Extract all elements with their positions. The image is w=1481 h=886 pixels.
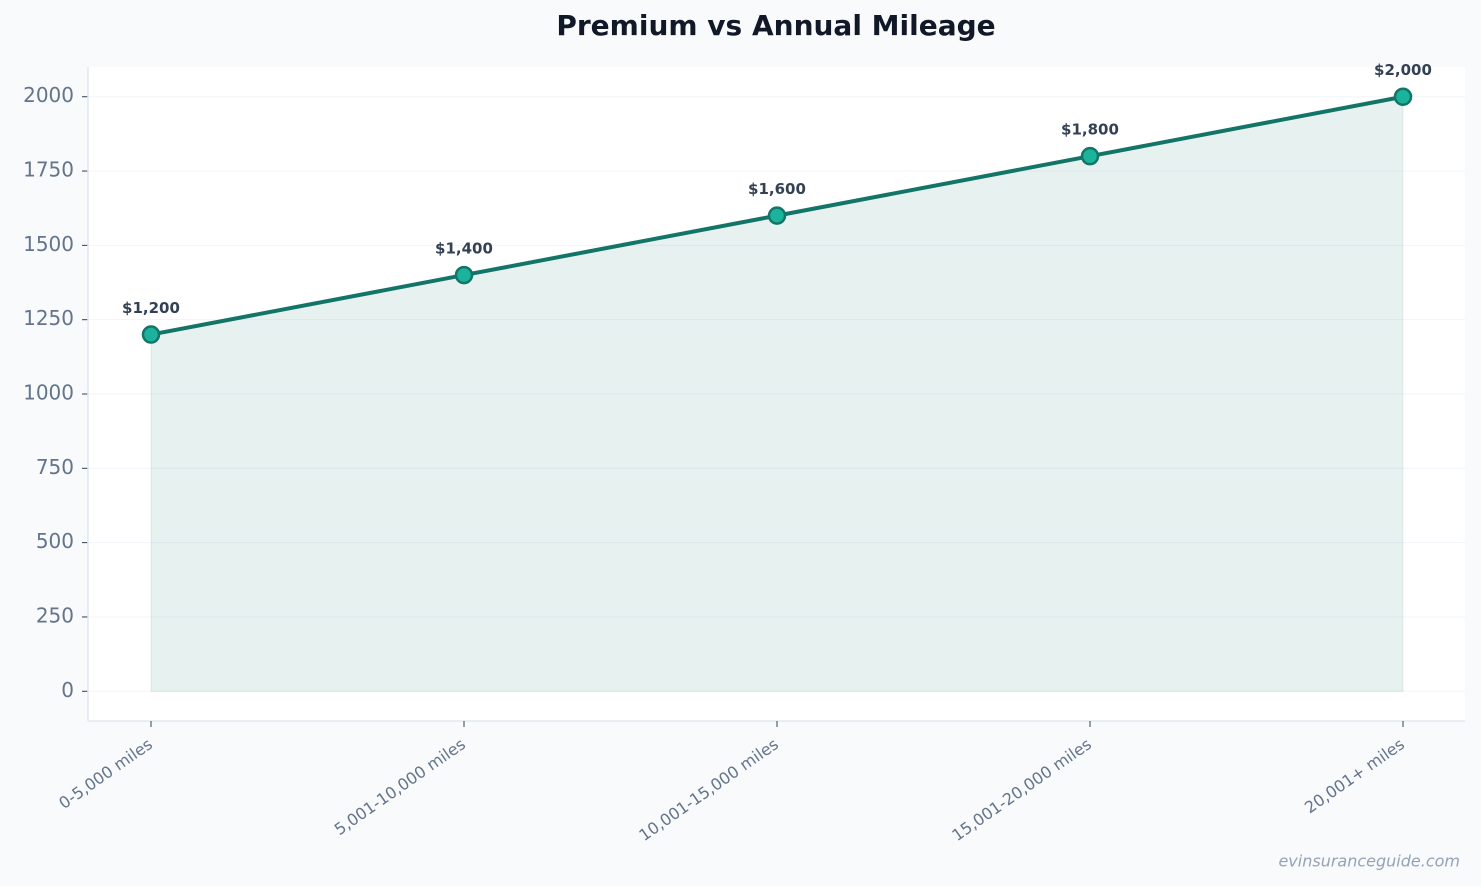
data-label: $1,800 bbox=[1061, 121, 1119, 139]
y-tick-label: 0 bbox=[61, 678, 74, 702]
marker bbox=[141, 325, 161, 344]
watermark: evinsuranceguide.com bbox=[1278, 852, 1460, 871]
y-tick-label: 1500 bbox=[23, 232, 74, 256]
data-label: $1,200 bbox=[122, 299, 180, 317]
chart-title: Premium vs Annual Mileage bbox=[556, 9, 995, 42]
y-tick-label: 250 bbox=[36, 603, 74, 627]
marker bbox=[1393, 87, 1413, 106]
y-tick-label: 1250 bbox=[23, 306, 74, 330]
data-label: $2,000 bbox=[1374, 61, 1432, 79]
y-tick-label: 750 bbox=[36, 455, 74, 479]
data-label: $1,600 bbox=[748, 180, 806, 198]
y-tick-label: 500 bbox=[36, 529, 74, 553]
marker bbox=[767, 206, 787, 225]
y-tick-label: 2000 bbox=[23, 83, 74, 107]
marker bbox=[454, 265, 474, 285]
marker bbox=[1080, 146, 1100, 166]
y-tick-label: 1000 bbox=[23, 381, 74, 405]
data-label: $1,400 bbox=[435, 240, 493, 258]
y-tick-label: 1750 bbox=[23, 158, 74, 182]
